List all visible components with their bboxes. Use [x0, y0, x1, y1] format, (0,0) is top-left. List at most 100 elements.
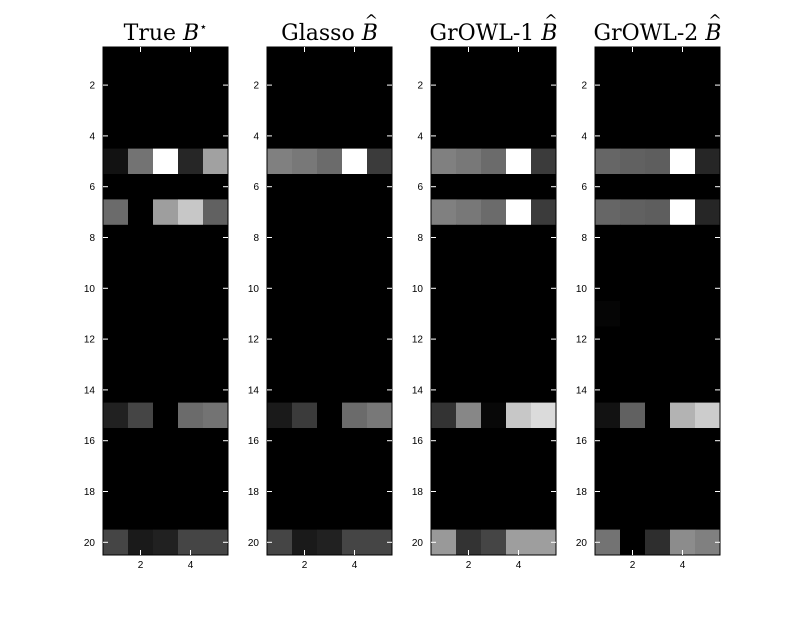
heatmap-cell-r5-c3 [317, 148, 343, 175]
heatmap-cell-r6-c3 [645, 174, 671, 200]
heatmap-cell-r16-c2 [292, 428, 318, 454]
heatmap-cell-r2-c4 [342, 72, 368, 99]
heatmap-cell-r2-c3 [153, 72, 179, 99]
heatmap-cell-r1-c1 [595, 47, 621, 73]
heatmap-cell-r2-c4 [670, 72, 696, 99]
y-tick-label: 12 [248, 335, 260, 346]
heatmap-cell-r2-c4 [506, 72, 532, 99]
heatmap-cell-r10-c2 [620, 275, 646, 302]
heatmap-cell-r13-c2 [620, 351, 646, 378]
heatmap-cell-r11-c5 [531, 301, 557, 327]
heatmap-cell-r19-c1 [431, 504, 457, 530]
y-tick-label: 18 [248, 487, 260, 498]
heatmap-cell-r8-c2 [128, 224, 154, 251]
heatmap-cell-r11-c4 [342, 301, 368, 327]
heatmap-cell-r9-c5 [203, 250, 229, 276]
heatmap-cell-r18-c4 [178, 478, 204, 505]
heatmap-cell-r17-c1 [595, 453, 621, 480]
y-tick-label: 14 [412, 385, 424, 396]
heatmap-cell-r4-c3 [481, 123, 507, 149]
heatmap-cell-r7-c4 [506, 199, 532, 226]
heatmap-cell-r16-c3 [645, 428, 671, 454]
heatmap-cell-r12-c4 [506, 326, 532, 353]
heatmap-cell-r5-c5 [203, 148, 229, 175]
heatmap-cell-r18-c4 [670, 478, 696, 505]
heatmap-cell-r9-c4 [178, 250, 204, 276]
heatmap-cell-r3-c5 [531, 97, 557, 124]
heatmap-cell-r3-c1 [431, 97, 457, 124]
heatmap-cell-r2-c2 [292, 72, 318, 99]
heatmap-cell-r9-c3 [481, 250, 507, 276]
heatmap-cell-r7-c2 [620, 199, 646, 226]
panel-title: GrOWL-2 B [594, 21, 722, 46]
y-tick-label: 4 [89, 131, 95, 142]
y-tick-label: 6 [417, 182, 423, 193]
heatmap-cell-r11-c1 [431, 301, 457, 327]
heatmap-cell-r20-c3 [317, 529, 343, 556]
heatmap-cell-r17-c5 [531, 453, 557, 480]
heatmap-cell-r1-c1 [431, 47, 457, 73]
heatmap-cell-r2-c2 [456, 72, 482, 99]
heatmap-cell-r18-c3 [317, 478, 343, 505]
heatmap-cell-r13-c1 [103, 351, 129, 378]
heatmap-cell-r3-c3 [481, 97, 507, 124]
heatmap-cell-r6-c2 [128, 174, 154, 200]
heatmap-cell-r17-c3 [317, 453, 343, 480]
heatmap-cell-r2-c3 [645, 72, 671, 99]
y-tick-label: 2 [89, 81, 95, 92]
heatmap-cell-r11-c2 [128, 301, 154, 327]
heatmap-cell-r17-c2 [128, 453, 154, 480]
heatmap-cell-r6-c2 [292, 174, 318, 200]
heatmap-cell-r13-c1 [267, 351, 293, 378]
heatmap-cell-r8-c4 [670, 224, 696, 251]
heatmap-cell-r9-c3 [645, 250, 671, 276]
heatmap-cell-r7-c1 [431, 199, 457, 226]
heatmap-cell-r17-c3 [481, 453, 507, 480]
heatmap-cell-r9-c2 [456, 250, 482, 276]
heatmap-cell-r17-c3 [645, 453, 671, 480]
heatmap-cell-r1-c1 [103, 47, 129, 73]
heatmap-cell-r12-c4 [342, 326, 368, 353]
heatmap-cell-r11-c5 [367, 301, 393, 327]
y-tick-label: 16 [248, 436, 260, 447]
x-tick-label: 4 [516, 560, 522, 571]
heatmap-cell-r4-c2 [128, 123, 154, 149]
heatmap-cell-r9-c2 [292, 250, 318, 276]
panel-title-symbol: B [540, 21, 557, 46]
heatmap-cell-r12-c2 [292, 326, 318, 353]
heatmap-cell-r3-c2 [292, 97, 318, 124]
heatmap-cell-r2-c4 [178, 72, 204, 99]
heatmap-cell-r9-c1 [595, 250, 621, 276]
panel-title-text: GrOWL-2 [594, 21, 706, 46]
heatmap-cell-r17-c4 [670, 453, 696, 480]
heatmap-cell-r4-c3 [645, 123, 671, 149]
heatmap-cell-r14-c4 [178, 377, 204, 403]
heatmap-cell-r9-c4 [506, 250, 532, 276]
heatmap-cell-r11-c3 [317, 301, 343, 327]
heatmap-cell-r7-c1 [267, 199, 293, 226]
axes-frame [266, 46, 393, 556]
y-tick-label: 8 [417, 233, 423, 244]
heatmap-cell-r16-c4 [178, 428, 204, 454]
heatmap-cell-r11-c2 [292, 301, 318, 327]
heatmap-cell-r8-c2 [292, 224, 318, 251]
heatmap-cell-r19-c4 [670, 504, 696, 530]
heatmap-cell-r3-c1 [595, 97, 621, 124]
heatmap-cell-r8-c3 [645, 224, 671, 251]
x-tick-label: 2 [302, 560, 308, 571]
heatmap-cell-r3-c2 [620, 97, 646, 124]
heatmap-cell-r13-c2 [128, 351, 154, 378]
heatmap-cell-r16-c2 [620, 428, 646, 454]
y-tick-label: 16 [576, 436, 588, 447]
y-tick-label: 16 [412, 436, 424, 447]
heatmap-cell-r5-c1 [431, 148, 457, 175]
panel-title-hat: ^ [708, 11, 721, 30]
heatmap-cell-r4-c2 [620, 123, 646, 149]
heatmap-cell-r16-c3 [481, 428, 507, 454]
heatmap-cell-r2-c3 [317, 72, 343, 99]
heatmap-cell-r18-c3 [481, 478, 507, 505]
heatmap-cell-r13-c5 [695, 351, 721, 378]
heatmap-cell-r19-c2 [128, 504, 154, 530]
heatmap-cell-r19-c5 [203, 504, 229, 530]
heatmap-cell-r3-c5 [203, 97, 229, 124]
